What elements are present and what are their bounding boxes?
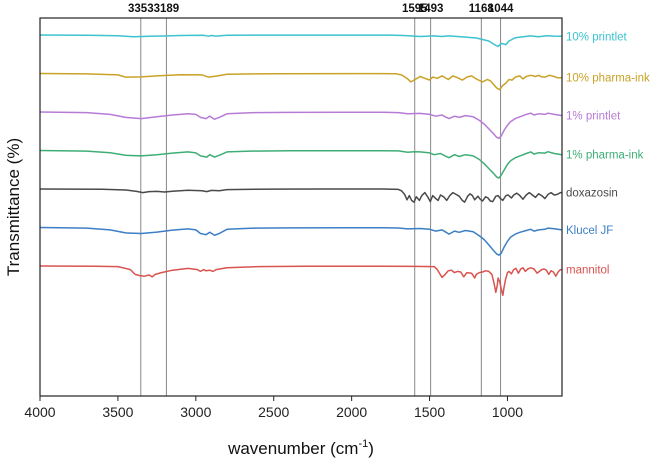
series-line xyxy=(39,111,563,140)
series-line xyxy=(39,72,562,91)
series-label: 10% printlet xyxy=(566,31,628,43)
plot-frame xyxy=(39,17,563,397)
reference-line-label: 1044 xyxy=(488,3,514,15)
x-tick-label: 1000 xyxy=(492,404,523,420)
x-tick-label: 2000 xyxy=(336,404,367,420)
series-label: mannitol xyxy=(566,265,609,277)
series-line xyxy=(39,34,563,48)
reference-line-label: 3189 xyxy=(154,3,180,15)
y-axis-title: Transmittance (%) xyxy=(4,138,23,276)
series-label: doxazosin xyxy=(566,188,618,200)
reference-line-label: 1595 xyxy=(402,3,428,15)
x-axis-title: wavenumber (cm-1) xyxy=(227,438,374,458)
reference-line-label: 1168 xyxy=(469,3,495,15)
reference-line-label: 1493 xyxy=(418,3,444,15)
x-axis: 4000 3500 3000 2500 2000 1500 1000 xyxy=(24,396,523,420)
series-line xyxy=(39,149,563,179)
x-tick-label: 4000 xyxy=(24,404,55,420)
series-label: Klucel JF xyxy=(566,225,613,237)
x-tick-label: 1500 xyxy=(414,404,445,420)
x-tick-label: 2500 xyxy=(258,404,289,420)
series-label: 1% printlet xyxy=(566,111,621,123)
series-label: 10% pharma-ink xyxy=(566,73,650,85)
x-tick-label: 3000 xyxy=(180,404,211,420)
x-tick-label: 3500 xyxy=(102,404,133,420)
reference-line-label: 3353 xyxy=(128,3,154,15)
spectra: 10% printlet 10% pharma-ink 1% printlet 1% … xyxy=(39,31,650,297)
series-label: 1% pharma-ink xyxy=(566,150,644,162)
series-line xyxy=(39,188,562,203)
series-line xyxy=(39,226,563,256)
series-line xyxy=(39,265,562,297)
